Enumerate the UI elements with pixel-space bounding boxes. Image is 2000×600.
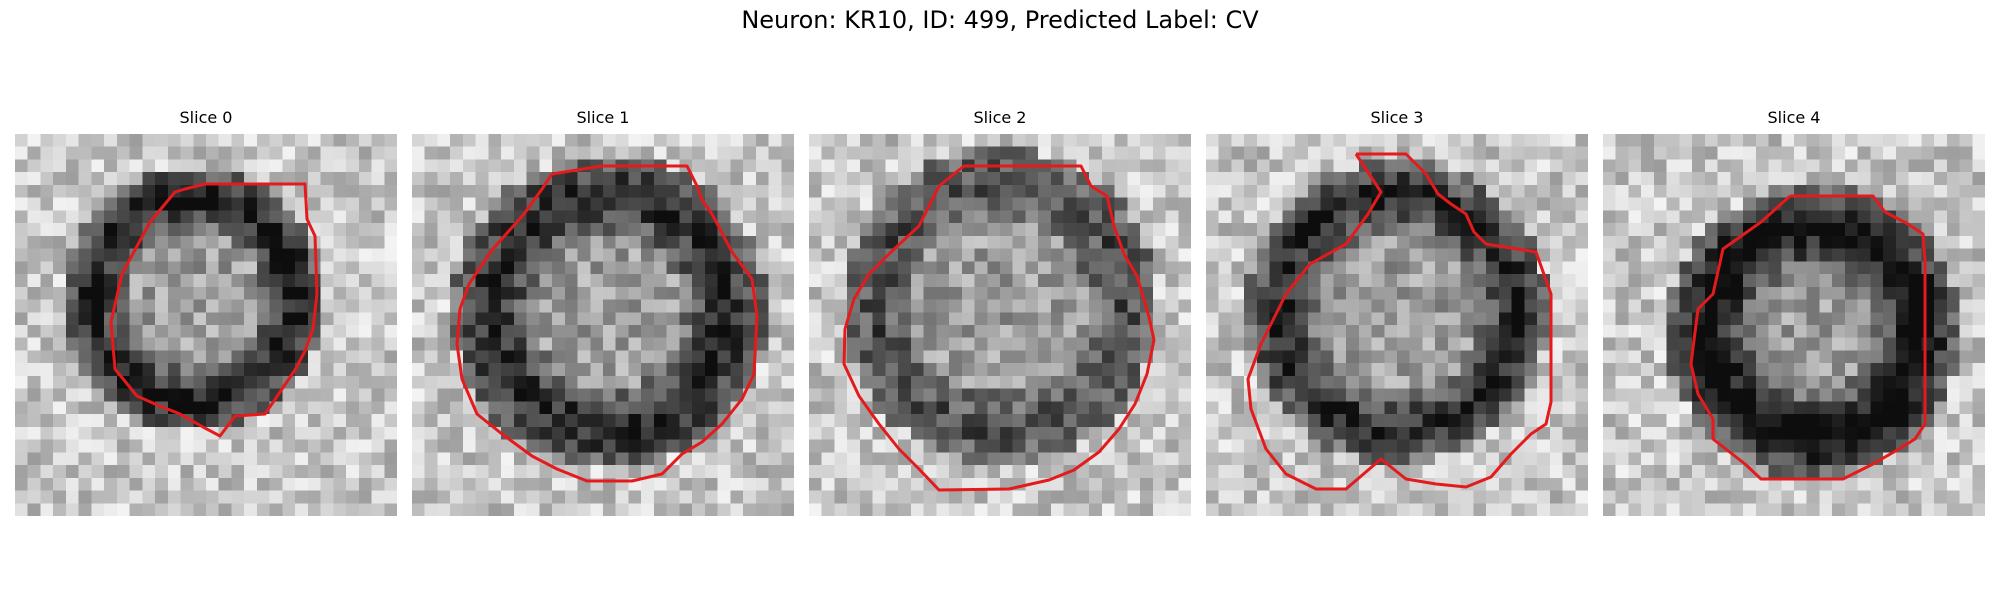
slice-panel-3: Slice 3 [1206, 108, 1588, 518]
slice-image-4 [1603, 134, 1985, 516]
segmentation-contour-1 [457, 166, 757, 481]
segmentation-contour-0 [111, 184, 317, 436]
slice-panel-0: Slice 0 [15, 108, 397, 518]
slice-title-1: Slice 1 [412, 108, 794, 130]
segmentation-contour-2 [844, 166, 1154, 490]
contour-overlay-0 [15, 134, 397, 516]
segmentation-contour-4 [1691, 196, 1925, 479]
contour-overlay-1 [412, 134, 794, 516]
slice-title-3: Slice 3 [1206, 108, 1588, 130]
slice-panels: Slice 0 Slice 1 Slice 2 Slice 3 [15, 108, 1987, 518]
slice-panel-4: Slice 4 [1603, 108, 1985, 518]
slice-image-3 [1206, 134, 1588, 516]
slice-title-4: Slice 4 [1603, 108, 1985, 130]
figure-title: Neuron: KR10, ID: 499, Predicted Label: … [0, 6, 2000, 34]
slice-image-1 [412, 134, 794, 516]
slice-panel-2: Slice 2 [809, 108, 1191, 518]
segmentation-contour-3 [1248, 154, 1551, 489]
slice-image-0 [15, 134, 397, 516]
slice-title-0: Slice 0 [15, 108, 397, 130]
slice-title-2: Slice 2 [809, 108, 1191, 130]
slice-image-2 [809, 134, 1191, 516]
slice-panel-1: Slice 1 [412, 108, 794, 518]
contour-overlay-3 [1206, 134, 1588, 516]
contour-overlay-4 [1603, 134, 1985, 516]
contour-overlay-2 [809, 134, 1191, 516]
